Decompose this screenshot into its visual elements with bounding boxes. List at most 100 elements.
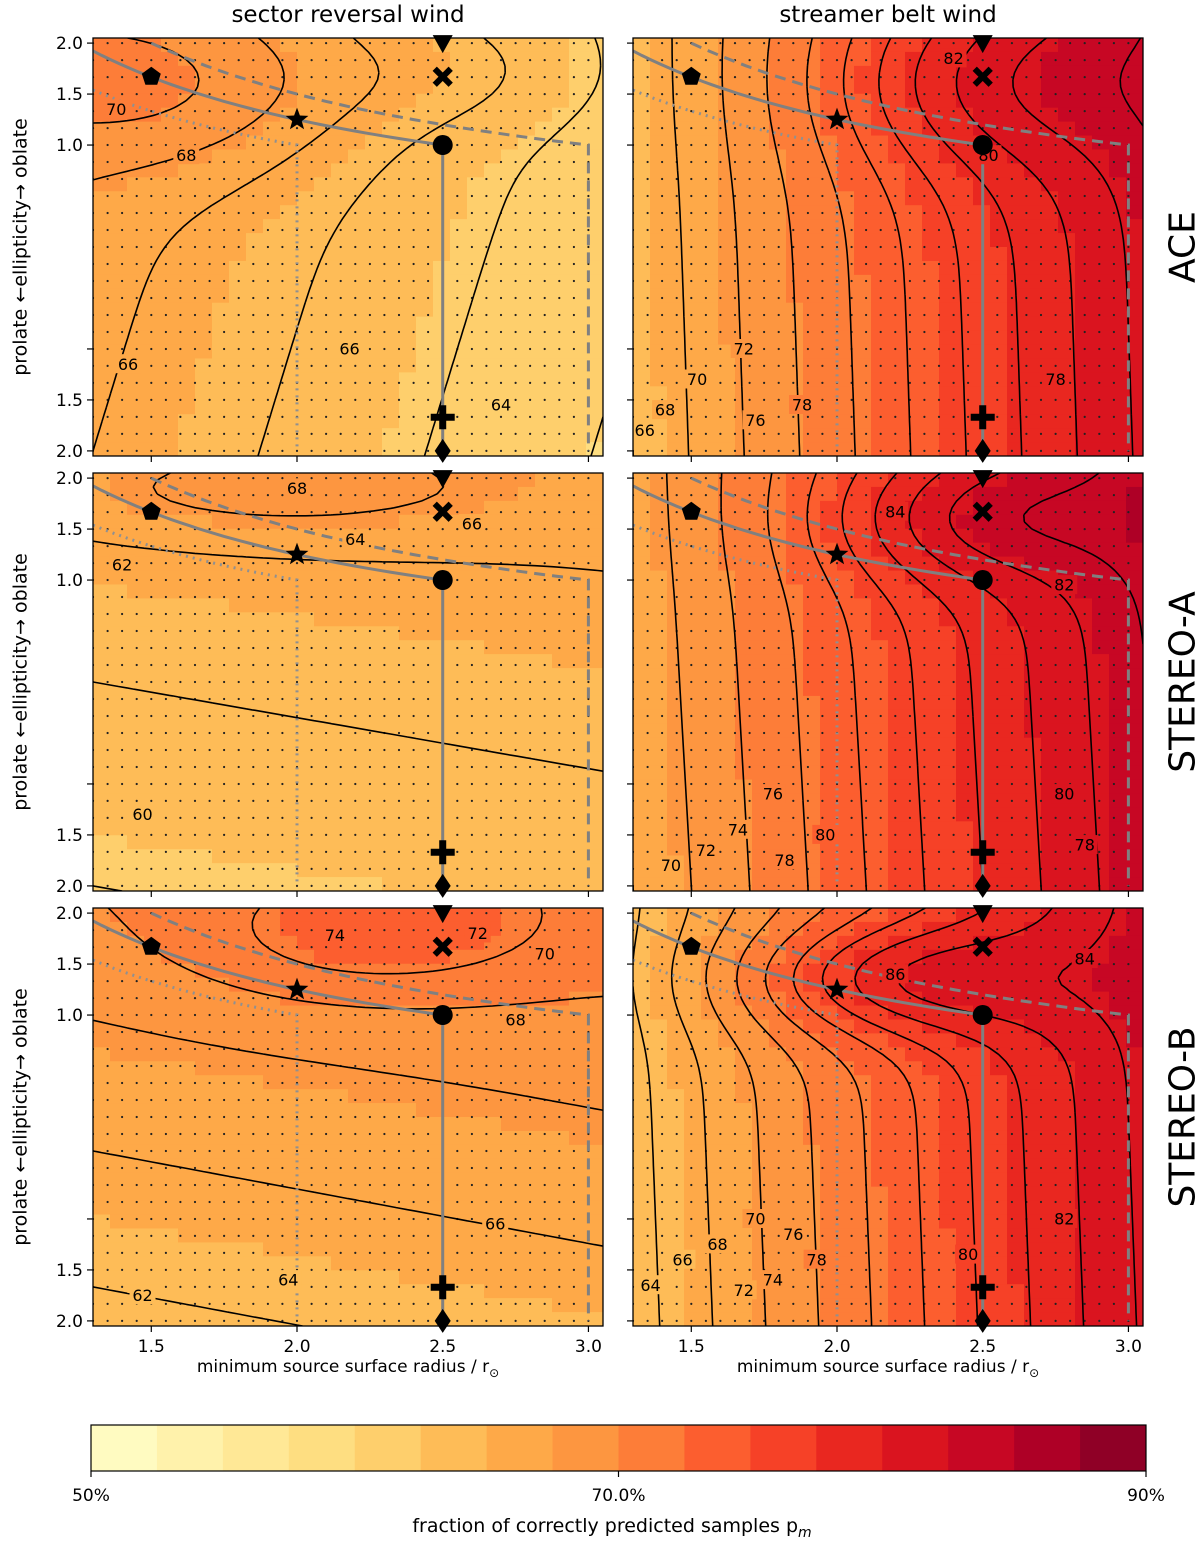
sample-dot	[514, 398, 517, 401]
heatmap-cell	[365, 358, 383, 373]
sample-dot	[179, 76, 182, 79]
sample-dot	[587, 59, 590, 62]
heatmap-cell	[246, 121, 264, 137]
heatmap-cell	[1109, 219, 1127, 234]
heatmap-cell	[667, 302, 685, 318]
sample-dot	[558, 330, 561, 334]
heatmap-cell	[127, 695, 145, 711]
sample-dot	[193, 510, 197, 514]
sample-dot	[456, 127, 459, 130]
sample-dot	[1010, 330, 1014, 334]
heatmap-cell	[229, 486, 247, 502]
heatmap-cell	[667, 38, 685, 53]
heatmap-cell	[786, 260, 804, 276]
heatmap-cell	[820, 93, 838, 109]
sample-dot	[1098, 262, 1101, 266]
sample-dot	[485, 177, 488, 181]
heatmap-cell	[246, 807, 264, 822]
heatmap-cell	[501, 695, 519, 711]
sample-dot	[996, 449, 999, 452]
heatmap-cell	[552, 626, 570, 641]
sample-dot	[646, 245, 649, 249]
sample-dot	[164, 228, 167, 232]
heatmap-cell	[365, 598, 383, 613]
sample-dot	[748, 211, 751, 215]
heatmap-cell	[820, 177, 838, 192]
heatmap-cell	[956, 288, 974, 304]
heatmap-cell	[110, 570, 128, 586]
heatmap-cell	[535, 414, 553, 429]
heatmap-cell	[416, 598, 434, 613]
sample-dot	[325, 782, 328, 786]
heatmap-cell	[399, 668, 417, 683]
sample-dot	[412, 364, 415, 367]
sample-dot	[266, 228, 269, 232]
heatmap-cell	[127, 386, 145, 401]
sample-dot	[121, 748, 124, 752]
heatmap-cell	[650, 358, 668, 373]
heatmap-cell	[382, 93, 400, 109]
sample-dot	[295, 663, 299, 667]
heatmap-cell	[684, 400, 702, 415]
sample-dot	[792, 228, 795, 232]
contour-label-bg	[115, 354, 141, 374]
heatmap-cell	[399, 38, 417, 53]
heatmap-cell	[956, 330, 974, 346]
sample-dot	[121, 477, 124, 480]
heatmap-cell	[195, 205, 213, 220]
heatmap-cell	[399, 121, 417, 137]
heatmap-cell	[416, 358, 434, 373]
heatmap-cell	[735, 51, 753, 67]
heatmap-cell	[667, 51, 685, 67]
sample-dot	[223, 680, 226, 684]
sample-dot	[499, 143, 503, 147]
heatmap-cell	[922, 51, 940, 67]
sample-dot	[704, 449, 708, 452]
heatmap-cell	[1126, 205, 1143, 220]
sample-dot	[310, 364, 313, 367]
heatmap-cell	[718, 428, 736, 443]
sample-dot	[996, 42, 999, 45]
sample-dot	[252, 477, 255, 480]
heatmap-cell	[161, 344, 179, 360]
heatmap-cell	[633, 316, 651, 332]
heatmap-cell	[229, 274, 247, 290]
heatmap-cell	[552, 191, 570, 206]
heatmap-cell	[888, 386, 906, 401]
heatmap-cell	[1126, 163, 1143, 178]
heatmap-cell	[501, 835, 519, 850]
sample-dot	[208, 93, 211, 96]
heatmap-cell	[246, 682, 264, 697]
sample-dot	[967, 93, 970, 96]
heatmap-cell	[144, 330, 162, 346]
sample-dot	[412, 194, 415, 198]
heatmap-cell	[552, 386, 570, 401]
heatmap-cell	[280, 584, 298, 599]
heatmap-cell	[450, 386, 468, 401]
heatmap-cell	[1041, 219, 1059, 234]
heatmap-cell	[212, 626, 230, 641]
sample-dot	[1112, 449, 1115, 452]
sample-dot	[514, 449, 517, 452]
heatmap-cell	[331, 473, 349, 488]
heatmap-cell	[871, 372, 889, 387]
heatmap-cell	[314, 149, 332, 164]
heatmap-cell	[854, 205, 872, 220]
sample-dot	[499, 415, 503, 418]
heatmap-cell	[280, 793, 298, 808]
heatmap-cell	[633, 135, 651, 151]
heatmap-cell	[399, 372, 417, 387]
heatmap-cell	[586, 302, 603, 318]
heatmap-cell	[871, 302, 889, 318]
sample-dot	[1127, 211, 1130, 215]
sample-dot	[164, 59, 167, 62]
heatmap-cell	[229, 723, 247, 739]
heatmap-cell	[246, 737, 264, 753]
heatmap-cell	[433, 93, 451, 109]
sample-dot	[339, 93, 342, 96]
sample-dot	[281, 313, 284, 317]
heatmap-cell	[990, 316, 1008, 332]
sample-dot	[368, 432, 371, 435]
heatmap-cell	[331, 135, 349, 151]
heatmap-cell	[297, 751, 315, 767]
